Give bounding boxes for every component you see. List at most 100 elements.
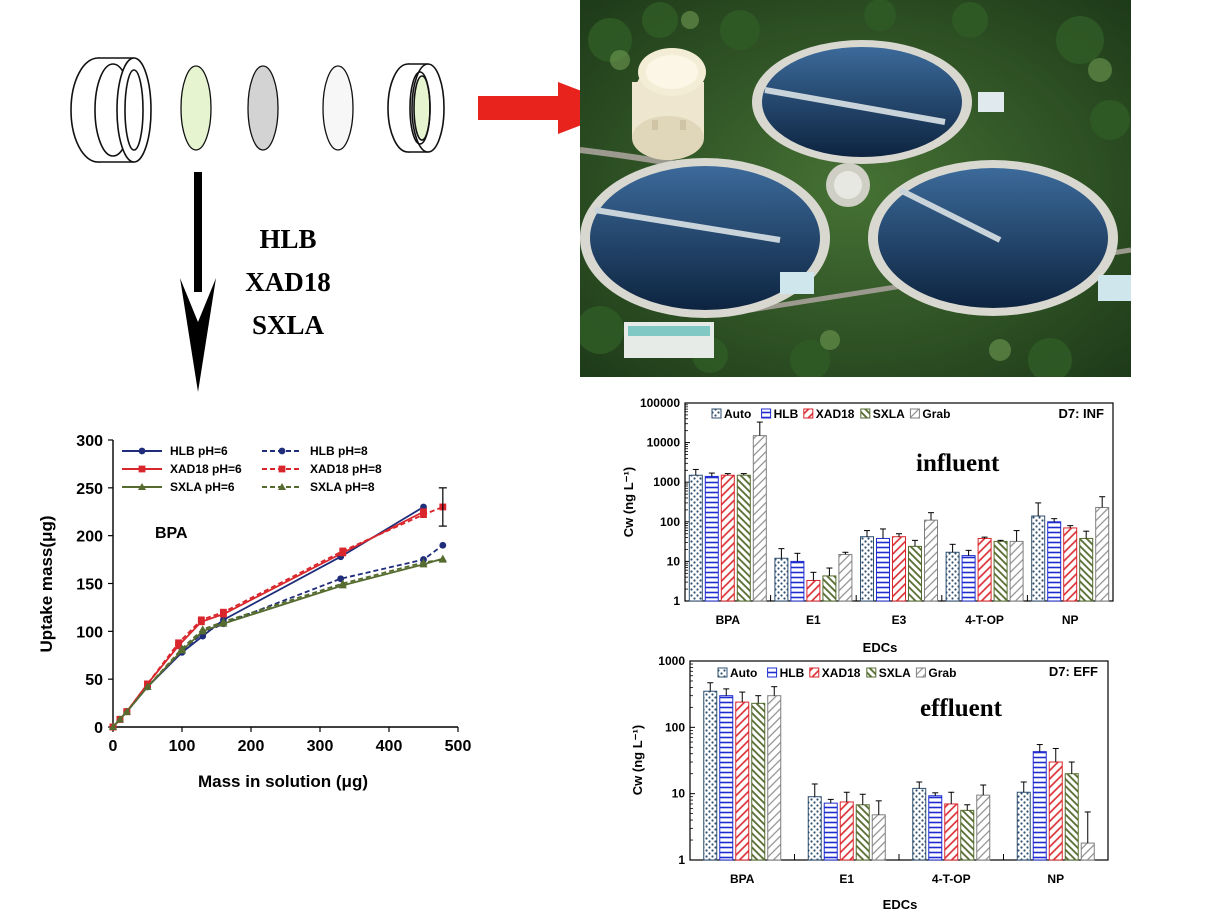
uptake-data-point [197,616,205,624]
uptake-x-tick-label: 400 [376,738,403,755]
legend-label: Auto [730,666,757,680]
bar-grab [924,519,938,602]
y-tick-label: 1 [678,853,685,867]
bar-sxla [822,575,837,602]
uptake-data-point [178,644,186,652]
bar-sxla [1064,773,1079,861]
effluent-xlabel: EDCs [883,897,918,912]
influent-annotation: influent [916,450,1000,477]
uptake-x-tick-label: 0 [109,738,118,755]
legend-swatch [866,667,877,678]
sampler-cap-left-icon [70,57,152,163]
effluent-chart: D7: EFF effluent EDCs Cw (ng L⁻¹) 1 10 100… [630,654,1109,912]
influent-chart: D7: INF influent EDCs Cw (ng L⁻¹) 1 10 100… [621,396,1114,655]
uptake-data-point [438,555,447,563]
uptake-y-tick-label: 100 [76,624,103,641]
uptake-series-line [112,510,424,728]
x-category-label: E3 [892,613,907,627]
legend-swatch [860,408,871,419]
uptake-data-point [439,541,447,549]
uptake-series-line [112,558,443,728]
uptake-x-tick-label: 100 [169,738,196,755]
uptake-legend: HLB pH=6 HLB pH=8 XAD18 pH=6 XAD18 pH=8 SXLA… [122,444,382,494]
bar-auto [703,690,718,861]
membrane-white-icon [322,65,354,151]
legend-swatch [717,667,728,678]
legend-label: XAD18 [822,666,861,680]
legend-swatch [767,667,778,678]
influent-tag: D7: INF [1059,406,1105,421]
bar-auto [912,787,927,861]
uptake-ylabel: Uptake mass(μg) [37,516,56,653]
treatment-plant-photo [580,0,1131,377]
bar-auto [688,474,703,602]
uptake-x-tick-label: 500 [445,738,472,755]
bar-sxla [908,545,922,602]
bar-hlb [876,537,890,602]
uptake-data-point [109,723,117,730]
bar-sxla [1079,537,1094,602]
sampler-housing-icon [632,48,706,160]
bar-xad18 [806,579,821,602]
uptake-annotation: BPA [155,525,188,542]
uptake-data-point [420,511,427,519]
legend-label: SXLA [879,666,911,680]
legend-label: Grab [922,407,950,421]
legend-label: Grab [928,666,956,680]
uptake-legend-label: XAD18 pH=8 [310,462,382,476]
bar-hlb [1032,751,1047,861]
bar-grab [1095,506,1110,602]
uptake-legend-marker [138,465,146,473]
legend-swatch [803,408,814,419]
bar-xad18 [839,801,854,861]
y-tick-label: 10 [667,554,681,568]
bar-hlb [928,795,943,861]
uptake-legend-label: XAD18 pH=6 [170,462,242,476]
sorbent-hlb-label: HLB [259,224,316,254]
bar-xad18 [892,536,906,602]
x-category-label: 4-T-OP [932,872,971,886]
uptake-legend-label: SXLA pH=8 [310,480,375,494]
legend-swatch [809,667,820,678]
uptake-y-tick-label: 50 [85,672,103,689]
legend-swatch [711,408,722,419]
uptake-data-point [143,682,152,690]
uptake-legend-marker [278,447,286,455]
x-category-label: E1 [839,872,854,886]
uptake-x-tick-label: 200 [238,738,265,755]
uptake-data-point [219,617,228,625]
uptake-legend-marker [138,483,146,490]
y-tick-label: 100 [665,720,685,734]
bar-hlb [961,555,976,602]
x-category-label: 4-T-OP [965,613,1004,627]
x-category-label: NP [1047,872,1064,886]
legend-label: Auto [724,407,751,421]
legend-label: XAD18 [816,407,855,421]
bar-auto [807,796,822,861]
y-tick-label: 10 [672,787,686,801]
bar-grab [1080,842,1095,861]
uptake-y-tick-label: 200 [76,529,103,546]
y-tick-label: 100 [660,515,680,529]
uptake-series-line [112,506,444,728]
y-tick-label: 1000 [653,475,680,489]
bar-xad18 [977,537,992,602]
legend-label: HLB [780,666,805,680]
legend-swatch [909,408,920,419]
x-category-label: NP [1062,613,1079,627]
membrane-green-icon [180,65,212,151]
legend-label: HLB [774,407,799,421]
bar-sxla [751,702,766,861]
uptake-data-point [198,625,207,633]
bar-auto [860,536,874,602]
uptake-y-tick-label: 250 [76,481,103,498]
uptake-data-point [419,558,428,566]
bar-sxla [855,804,870,861]
uptake-x-tick-label: 300 [307,738,334,755]
uptake-data-point [122,707,131,715]
bar-auto [1031,515,1046,602]
uptake-data-point [220,608,227,616]
effluent-annotation: effluent [920,695,1003,722]
influent-ylabel: Cw (ng L⁻¹) [621,467,636,537]
uptake-legend-marker [278,483,286,490]
